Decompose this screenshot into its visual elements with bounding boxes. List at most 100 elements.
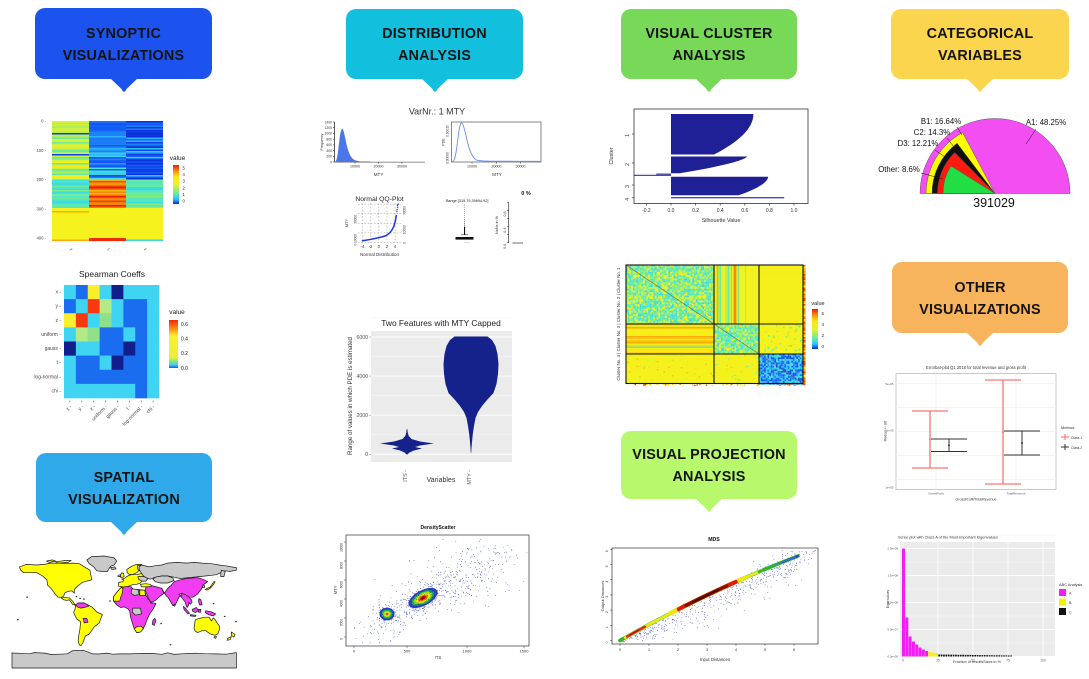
svg-text:z -: z - [55,318,61,324]
svg-text:5: 5 [764,647,767,652]
svg-text:0: 0 [605,641,609,643]
svg-text:0: 0 [340,638,344,640]
svg-text:0.0: 0.0 [181,366,188,372]
svg-text:MTY -: MTY - [467,470,473,485]
svg-text:10000: 10000 [467,165,477,169]
svg-text:0 -: 0 - [41,119,46,124]
svg-text:1000: 1000 [324,132,332,136]
svg-text:0.4: 0.4 [717,208,724,214]
svg-text:t -: t - [125,404,133,412]
svg-text:MTY: MTY [345,219,349,227]
svg-text:ITS -: ITS - [403,470,409,482]
svg-text:4: 4 [183,172,186,177]
svg-text:z -: z - [89,404,97,412]
svg-text:Cluster: Cluster [609,147,615,164]
svg-text:100 -: 100 - [36,148,46,153]
svg-text:chi -: chi - [52,388,62,394]
svg-text:0: 0 [353,649,356,654]
svg-text:0: 0 [378,244,381,249]
svg-text:1400: 1400 [324,120,332,124]
svg-text:MTY: MTY [492,172,502,177]
svg-text:30000: 30000 [516,165,526,169]
svg-text:2: 2 [625,163,631,166]
svg-text:6000: 6000 [340,581,344,588]
svg-text:0: 0 [822,344,825,349]
svg-text:300 -: 300 - [36,206,46,211]
svg-text:4000: 4000 [356,374,368,380]
svg-text:Silhouette Value: Silhouette Value [702,218,741,224]
svg-text:200 -: 200 - [36,177,46,182]
svg-text:500: 500 [404,649,411,654]
svg-text:Normal QQ-Plot: Normal QQ-Plot [355,196,403,203]
svg-text:0.00000: 0.00000 [446,152,450,164]
svg-text:10000: 10000 [354,234,358,243]
svg-text:3: 3 [706,647,709,652]
svg-text:4: 4 [605,581,609,583]
svg-text:2: 2 [183,185,186,190]
svg-text:3: 3 [605,596,609,598]
svg-text:4: 4 [822,322,825,327]
svg-text:PDE: PDE [442,138,446,146]
svg-text:gauss -: gauss - [45,346,62,352]
svg-text:0.6: 0.6 [181,322,188,328]
svg-text:8000: 8000 [340,562,344,569]
svg-text:1: 1 [605,626,609,628]
svg-text:1200: 1200 [324,126,332,130]
svg-text:2: 2 [386,244,389,249]
svg-text:value: value [169,309,185,316]
svg-text:0.0: 0.0 [668,208,675,214]
svg-text:NaNs in %: NaNs in % [495,215,499,234]
svg-text:MTY: MTY [374,172,384,177]
svg-text:chi -: chi - [146,404,157,415]
svg-text:-0.2: -0.2 [642,208,651,214]
svg-text:10000: 10000 [340,543,344,552]
svg-text:20000: 20000 [492,165,502,169]
svg-text:Output Distances: Output Distances [600,581,605,612]
svg-text:Spearman Coeffs: Spearman Coeffs [79,269,145,279]
svg-text:0: 0 [354,243,358,245]
svg-text:10000: 10000 [403,225,407,234]
svg-text:Range of values in which PDE i: Range of values in which PDE is estimate… [347,336,354,455]
svg-text:-4: -4 [361,244,365,249]
svg-text:800: 800 [326,137,332,141]
svg-text:y: y [69,246,74,251]
svg-text:MTY: MTY [333,585,338,594]
svg-text:Normal Distribution: Normal Distribution [360,252,400,257]
svg-text:0.6: 0.6 [741,208,748,214]
svg-text:x -: x - [55,290,61,296]
svg-text:5: 5 [183,166,186,171]
svg-text:ITS: ITS [435,655,442,660]
svg-text:0.4: 0.4 [181,337,188,343]
svg-text:-2: -2 [369,244,373,249]
svg-text:Range [315.79,39694.92]: Range [315.79,39694.92] [446,199,489,203]
svg-text:VarNr.: 1 MTY: VarNr.: 1 MTY [409,107,465,117]
svg-text:5: 5 [605,565,609,567]
svg-text:400: 400 [326,149,332,153]
svg-text:1.0: 1.0 [791,208,798,214]
svg-text:1000: 1000 [463,649,473,654]
svg-text:y -: y - [77,404,85,412]
svg-text:log-normal -: log-normal - [34,374,61,380]
svg-text:0.8: 0.8 [766,208,773,214]
svg-text:0.2: 0.2 [692,208,699,214]
svg-text:600: 600 [326,143,332,147]
svg-text:0: 0 [365,452,368,458]
svg-text:1: 1 [183,192,186,197]
svg-text:0.0: 0.0 [503,244,507,249]
svg-text:0.2: 0.2 [181,351,188,357]
svg-text:2000: 2000 [356,413,368,419]
svg-text:0.8: 0.8 [503,212,507,217]
svg-text:2: 2 [677,647,680,652]
svg-text:Cluster No. 4 | Cluster No. 3: Cluster No. 4 | Cluster No. 3 | Cluster … [616,267,621,381]
svg-text:4000: 4000 [340,600,344,607]
svg-text:1500: 1500 [520,649,530,654]
svg-text:400 -: 400 - [36,236,46,241]
svg-text:1: 1 [625,134,631,137]
svg-text:1: 1 [106,246,112,252]
svg-text:2: 2 [605,611,609,613]
svg-text:DensityScatter: DensityScatter [420,525,455,531]
svg-text:6000: 6000 [356,335,368,341]
svg-text:4: 4 [735,647,738,652]
svg-text:30000: 30000 [397,165,407,169]
svg-text:-----: ----- [465,241,470,245]
